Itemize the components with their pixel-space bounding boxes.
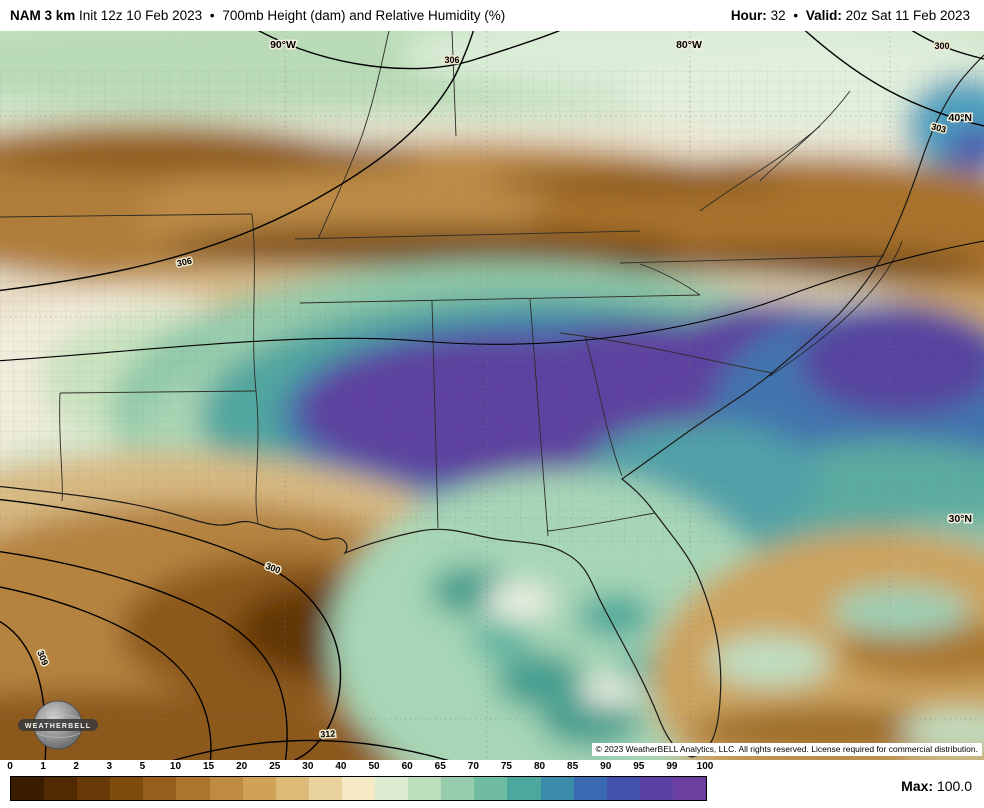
lon-label-80w: 80°W: [676, 39, 702, 51]
colorbar-segment: [507, 777, 541, 800]
latlon-grid: [0, 31, 984, 760]
forecast-map: 306 306 303 300 300 309 312 90°W 80°W 40…: [0, 31, 984, 760]
colorbar-tick: 75: [500, 761, 512, 772]
contour-label-312: 312: [320, 728, 336, 739]
valid-label: Valid:: [805, 8, 842, 23]
lat-label-30n: 30°N: [949, 513, 972, 525]
contour-label-306-top: 306: [444, 55, 459, 65]
max-label: Max:: [901, 778, 934, 794]
colorbar-segment: [110, 777, 144, 800]
colorbar-segment: [77, 777, 111, 800]
county-lines: [0, 67, 984, 741]
contour-label-300-ne: 300: [934, 41, 949, 51]
colorbar-segment: [441, 777, 475, 800]
colorbar: [10, 776, 707, 801]
hour-label: Hour:: [730, 8, 767, 23]
max-value: 100.0: [936, 778, 972, 794]
colorbar-tick: 80: [533, 761, 546, 772]
colorbar-segment: [44, 777, 78, 800]
colorbar-segment: [341, 777, 376, 800]
colorbar-tick: 3: [106, 761, 113, 772]
hour-value: 32: [770, 8, 786, 23]
height-contours: [0, 31, 984, 760]
state-borders: [0, 31, 885, 537]
colorbar-segment: [573, 777, 607, 800]
colorbar-segment: [606, 777, 640, 800]
colorbar-tick: 2: [73, 761, 79, 772]
colorbar-segment: [474, 777, 508, 800]
colorbar-tick: 99: [666, 761, 678, 772]
bullet-separator-2: •: [793, 8, 799, 23]
colorbar-tick: 10: [169, 761, 182, 772]
colorbar-tick: 95: [633, 761, 645, 772]
colorbar-tick: 50: [368, 761, 380, 772]
colorbar-tick: 0: [7, 761, 13, 772]
weatherbell-logo-icon: WEATHERBELL: [18, 700, 98, 750]
colorbar-tick: 25: [269, 761, 281, 772]
copyright-notice: © 2023 WeatherBELL Analytics, LLC. All r…: [591, 743, 982, 756]
colorbar-area: 0 1 2 3 5 10 15 20 25 30 40 50 60 65 70 75 80 85 90 95 99 100…: [0, 760, 984, 808]
colorbar-segment: [209, 777, 243, 800]
init-time: Init 12z 10 Feb 2023: [79, 8, 203, 23]
colorbar-tick: 5: [139, 761, 146, 772]
title-right: Hour: 32 • Valid: 20z Sat 11 Feb 2023: [731, 8, 974, 23]
colorbar-segment: [275, 777, 309, 800]
colorbar-tick: 15: [203, 761, 215, 772]
grid-labels: 90°W 80°W 40°N 30°N: [269, 38, 974, 527]
colorbar-tick: 85: [567, 761, 579, 772]
colorbar-tick: 1: [40, 761, 46, 772]
colorbar-tick: 40: [335, 761, 347, 772]
colorbar-segment: [672, 777, 706, 800]
title-bar: NAM 3 km Init 12z 10 Feb 2023 • 700mb He…: [0, 0, 984, 31]
contour-label-306-left: 306: [176, 256, 193, 269]
colorbar-tick: 70: [467, 761, 479, 772]
contour-labels: 306 306 303 300 300 309 312: [34, 40, 951, 742]
colorbar-segment: [308, 777, 342, 800]
product-name: 700mb Height (dam) and Relative Humidity…: [222, 8, 506, 23]
colorbar-segment: [242, 777, 276, 800]
colorbar-segment: [408, 777, 442, 800]
lon-label-90w: 90°W: [270, 39, 296, 51]
colorbar-segment: [375, 777, 409, 800]
colorbar-tick: 90: [600, 761, 612, 772]
colorbar-tick: 30: [302, 761, 314, 772]
lat-label-40n: 40°N: [949, 112, 972, 124]
colorbar-segment: [176, 777, 210, 800]
title-left: NAM 3 km Init 12z 10 Feb 2023 • 700mb He…: [10, 8, 509, 23]
map-canvas: 306 306 303 300 300 309 312 90°W 80°W 40…: [0, 31, 984, 760]
colorbar-tick: 65: [434, 761, 446, 772]
colorbar-segment: [143, 777, 177, 800]
colorbar-ticks: 0 1 2 3 5 10 15 20 25 30 40 50 60 65 70 75 80 85 90 95 99 100: [7, 761, 713, 774]
colorbar-tick: 60: [401, 761, 413, 772]
colorbar-segment: [11, 777, 45, 800]
colorbar-tick: 100: [696, 761, 714, 772]
contour-label-300-gulf: 300: [264, 561, 282, 576]
colorbar-segment: [540, 777, 574, 800]
model-name: NAM 3 km: [10, 8, 76, 23]
colorbar-segment: [639, 777, 673, 800]
max-value-readout: Max: 100.0: [901, 778, 972, 794]
weatherbell-logo-text: WEATHERBELL: [25, 723, 91, 730]
bullet-separator: •: [209, 8, 215, 23]
valid-value: 20z Sat 11 Feb 2023: [845, 8, 970, 23]
colorbar-tick: 20: [236, 761, 248, 772]
